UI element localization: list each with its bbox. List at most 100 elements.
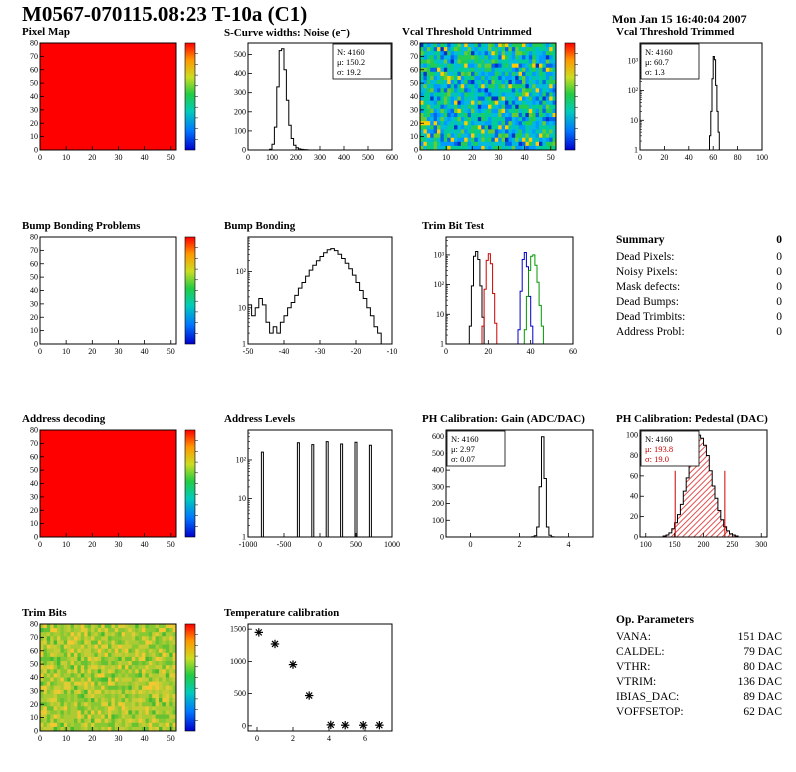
vcal-threshold-untrimmed-panel: Vcal Threshold Untrimmed 0 10 20 30 40 50 0 10 2… (396, 26, 596, 166)
op-parameter-row: VTRIM: 136 DAC (616, 675, 782, 690)
svg-text:50: 50 (167, 540, 175, 549)
svg-text:20: 20 (630, 512, 638, 521)
svg-text:70: 70 (410, 52, 418, 61)
svg-text:300: 300 (755, 540, 767, 549)
svg-text:20: 20 (88, 347, 96, 356)
svg-text:500: 500 (234, 689, 246, 698)
trim-bit-test-panel: Trim Bit Test 0 20 40 60 1 10 10² 10³ (416, 220, 581, 360)
summary-row-value: 0 (776, 296, 782, 308)
vcal-threshold-untrimmed-title: Vcal Threshold Untrimmed (402, 26, 532, 38)
svg-text:80: 80 (30, 40, 38, 48)
op-parameter-label: IBIAS_DAC: (616, 691, 680, 703)
summary-row: Noisy Pixels: 0 (616, 265, 782, 280)
svg-text:40: 40 (30, 479, 38, 488)
timestamp: Mon Jan 15 16:40:04 2007 (612, 12, 747, 26)
bump-bonding-problems-panel: Bump Bonding Problems 0 10 20 30 40 50 0 10 20 30… (16, 220, 216, 360)
svg-text:40: 40 (141, 153, 149, 162)
svg-text:40: 40 (685, 153, 693, 162)
svg-text:0: 0 (38, 347, 42, 356)
svg-text:80: 80 (30, 234, 38, 242)
svg-text:30: 30 (114, 347, 122, 356)
svg-text:40: 40 (141, 734, 149, 743)
svg-text:20: 20 (468, 153, 476, 162)
svg-text:50: 50 (167, 153, 175, 162)
svg-text:40: 40 (30, 286, 38, 295)
svg-text:0: 0 (246, 153, 250, 162)
svg-text:20: 20 (88, 540, 96, 549)
op-parameter-value: 151 DAC (737, 631, 782, 643)
s-curve-noise-title: S-Curve widths: Noise (e⁻) (224, 27, 350, 39)
svg-text:400: 400 (234, 69, 246, 78)
svg-text:30: 30 (114, 153, 122, 162)
svg-text:40: 40 (521, 153, 529, 162)
summary-row-label: Address Probl: (616, 326, 685, 338)
summary-row-label: Dead Bumps: (616, 296, 679, 308)
svg-text:300: 300 (234, 88, 246, 97)
svg-text:600: 600 (432, 432, 444, 441)
address-levels-panel: Address Levels -1000 -500 0 500 1000 1 10 10² (218, 413, 400, 553)
op-parameter-row: CALDEL: 79 DAC (616, 645, 782, 660)
svg-text:60: 60 (569, 347, 577, 356)
summary-row: Dead Bumps: 0 (616, 295, 782, 310)
op-parameter-label: VOFFSETOP: (616, 706, 684, 718)
op-parameter-value: 89 DAC (743, 691, 782, 703)
s-curve-noise-chart: 0 100 200 300 400 500 600 0 100 200 300 400 500 N: 41… (234, 42, 398, 162)
svg-text:70: 70 (30, 439, 38, 448)
svg-text:10³: 10³ (434, 250, 445, 259)
svg-text:2: 2 (518, 540, 522, 549)
op-parameter-row: VTHR: 80 DAC (616, 660, 782, 675)
svg-text:30: 30 (410, 105, 418, 114)
svg-text:100: 100 (432, 516, 444, 525)
trim-bits-chart: 0 10 20 30 40 50 0 10 20 30 40 50 60 70 80 (30, 621, 198, 743)
svg-text:100: 100 (640, 540, 652, 549)
summary-row: Dead Pixels: 0 (616, 250, 782, 265)
svg-text:50: 50 (30, 79, 38, 88)
svg-text:-500: -500 (277, 540, 292, 549)
svg-text:μ: 193.8: μ: 193.8 (645, 444, 673, 454)
summary-panel: Summary 0 Dead Pixels: 0 Noisy Pixels: 0… (616, 232, 782, 340)
svg-text:10²: 10² (236, 455, 247, 464)
svg-text:0: 0 (444, 347, 448, 356)
bump-bonding-problems-chart: 0 10 20 30 40 50 0 10 20 30 40 50 60 70 80 (30, 234, 198, 356)
svg-text:0: 0 (38, 540, 42, 549)
svg-text:70: 70 (30, 633, 38, 642)
svg-text:400: 400 (338, 153, 350, 162)
address-levels-chart: -1000 -500 0 500 1000 1 10 10² (236, 429, 400, 549)
svg-text:0: 0 (469, 540, 473, 549)
vcal-threshold-trimmed-panel: Vcal Threshold Trimmed 0 20 40 60 80 100 1 10 10… (610, 26, 770, 166)
ph-pedestal-panel: PH Calibration: Pedestal (DAC) 100 150 200… (610, 413, 775, 553)
svg-text:10: 10 (62, 153, 70, 162)
summary-header: Summary 0 (616, 232, 782, 250)
svg-text:70: 70 (30, 246, 38, 255)
svg-text:20: 20 (30, 313, 38, 322)
op-parameter-label: VANA: (616, 631, 651, 643)
ph-gain-panel: PH Calibration: Gain (ADC/DAC) 0 2 4 0 100 20… (416, 413, 601, 553)
svg-text:10: 10 (238, 494, 246, 503)
op-parameter-value: 136 DAC (737, 676, 782, 688)
op-parameter-value: 80 DAC (743, 661, 782, 673)
trim-bits-panel: Trim Bits 0 10 20 30 40 50 0 10 20 30 40 50 60 70 80 (16, 607, 216, 747)
svg-text:30: 30 (30, 105, 38, 114)
svg-text:40: 40 (410, 92, 418, 101)
svg-text:20: 20 (660, 153, 668, 162)
svg-text:300: 300 (314, 153, 326, 162)
svg-text:σ: 19.2: σ: 19.2 (337, 67, 361, 77)
summary-row-value: 0 (776, 266, 782, 278)
svg-text:20: 20 (88, 153, 96, 162)
summary-title: Summary (616, 233, 665, 246)
svg-text:10³: 10³ (628, 56, 639, 65)
svg-text:20: 20 (484, 347, 492, 356)
svg-text:200: 200 (234, 107, 246, 116)
svg-text:0: 0 (318, 540, 322, 549)
svg-text:N: 4160: N: 4160 (451, 434, 479, 444)
svg-text:150: 150 (669, 540, 681, 549)
svg-text:-50: -50 (243, 347, 254, 356)
svg-text:0: 0 (34, 340, 38, 349)
svg-text:N: 4160: N: 4160 (645, 47, 673, 57)
svg-text:2: 2 (291, 734, 295, 743)
svg-text:10: 10 (436, 310, 444, 319)
pixel-map-title: Pixel Map (22, 26, 70, 38)
svg-text:10: 10 (30, 519, 38, 528)
svg-text:0: 0 (38, 734, 42, 743)
svg-text:-20: -20 (351, 347, 362, 356)
